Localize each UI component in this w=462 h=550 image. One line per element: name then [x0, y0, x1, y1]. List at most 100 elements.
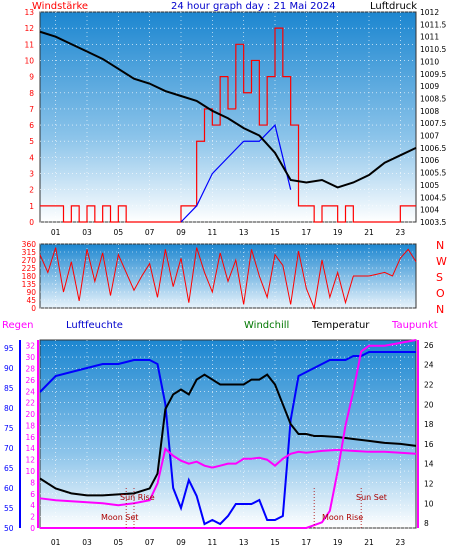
temperature-axis-tick: 10 [424, 499, 434, 508]
pressure-axis-tick: 1011 [420, 33, 439, 42]
wind-axis-tick: 2 [29, 186, 34, 195]
direction-axis-tick: 135 [22, 280, 37, 289]
regen-axis-tick: 10 [25, 467, 35, 476]
compass-o: O [436, 287, 445, 300]
humidity-axis-tick: 65 [4, 464, 14, 473]
x-axis-tick: 07 [145, 228, 155, 237]
compass-w: W [436, 255, 447, 268]
pressure-axis-tick: 1004.5 [420, 193, 446, 202]
taupunkt-title: Taupunkt [392, 320, 438, 331]
x-axis-tick: 03 [82, 228, 92, 237]
temperature-axis-tick: 20 [424, 400, 434, 409]
temperature-axis-tick: 16 [424, 440, 434, 449]
x-axis-tick: 19 [333, 228, 343, 237]
temperature-axis-tick: 24 [424, 361, 434, 370]
x-axis-tick: 23 [396, 228, 406, 237]
regen-axis-tick: 8 [30, 478, 35, 487]
direction-axis-tick: 225 [22, 264, 37, 273]
humidity-axis-tick: 80 [4, 404, 14, 413]
wind-axis-tick: 12 [24, 24, 34, 33]
x-axis-tick: 09 [176, 538, 186, 547]
temperatur-title: Temperatur [312, 320, 370, 331]
pressure-axis-tick: 1006.5 [420, 144, 446, 153]
humidity-axis-tick: 70 [4, 444, 14, 453]
pressure-axis-tick: 1005.5 [420, 169, 446, 178]
x-axis-tick: 19 [333, 538, 343, 547]
rain-series [40, 339, 417, 529]
pressure-axis-tick: 1006 [420, 156, 439, 165]
regen-axis-tick: 4 [30, 501, 35, 510]
regen-axis-tick: 14 [25, 444, 35, 453]
direction-axis-tick: 360 [22, 240, 37, 249]
wind-axis-tick: 4 [29, 153, 34, 162]
direction-axis-tick: 270 [22, 256, 37, 265]
pressure-axis-tick: 1012 [420, 8, 439, 17]
wind-axis-tick: 13 [24, 8, 34, 17]
regen-axis-tick: 12 [25, 456, 35, 465]
x-axis-tick: 01 [51, 538, 61, 547]
humidity-series [39, 351, 416, 526]
x-axis-tick: 15 [270, 228, 280, 237]
windchill-title: Windchill [244, 320, 290, 331]
wind-axis-tick: 6 [29, 121, 34, 130]
x-axis-tick: 11 [208, 538, 218, 547]
wind-axis-tick: 9 [29, 73, 34, 82]
moon-set-label: Moon Set [101, 513, 139, 522]
temperature-axis-tick: 22 [424, 381, 434, 390]
x-axis-tick: 15 [270, 538, 280, 547]
wind-axis-tick: 1 [29, 202, 34, 211]
regen-axis-tick: 28 [25, 364, 35, 373]
wind-axis-tick: 7 [29, 105, 34, 114]
wind-gust-series [180, 123, 292, 223]
temperature-axis-tick: 26 [424, 341, 434, 350]
direction-axis-tick: 180 [22, 272, 37, 281]
regen-axis-tick: 26 [25, 376, 35, 385]
moon-rise-label: Moon Rise [322, 513, 364, 522]
x-axis-tick: 21 [364, 538, 374, 547]
regen-axis-tick: 2 [30, 513, 35, 522]
temperature-axis-tick: 8 [424, 519, 429, 528]
wind-axis-tick: 5 [29, 137, 34, 146]
compass-n-bottom: N [436, 303, 445, 316]
direction-axis-tick: 315 [22, 248, 37, 257]
x-axis-tick: 21 [364, 228, 374, 237]
humidity-axis-tick: 85 [4, 384, 14, 393]
regen-axis-tick: 30 [25, 353, 35, 362]
pressure-axis-tick: 1010.5 [420, 45, 446, 54]
regen-axis-tick: 24 [25, 387, 35, 396]
pressure-title: Luftdruck [370, 1, 418, 12]
wind-axis-tick: 8 [29, 89, 34, 98]
pressure-axis-tick: 1003.5 [420, 218, 446, 227]
wind-axis-tick: 0 [29, 218, 34, 227]
wind-pressure-plot-area [39, 11, 417, 223]
x-axis-tick: 07 [145, 538, 155, 547]
x-axis-tick: 05 [114, 538, 124, 547]
humidity-axis-tick: 95 [4, 344, 14, 353]
humidity-axis-tick: 90 [4, 364, 14, 373]
regen-axis-tick: 18 [25, 421, 35, 430]
pressure-axis-tick: 1009.5 [420, 70, 446, 79]
pressure-axis-tick: 1004 [420, 206, 439, 215]
dewpoint-series [39, 446, 417, 507]
x-axis-tick: 03 [82, 538, 92, 547]
pressure-axis-tick: 1005 [420, 181, 439, 190]
pressure-axis-tick: 1007 [420, 132, 439, 141]
temperature-series [39, 373, 417, 497]
wind-strength-series [40, 27, 416, 223]
direction-axis-tick: 90 [26, 288, 36, 297]
x-axis-tick: 09 [176, 228, 186, 237]
direction-axis-tick: 0 [31, 304, 36, 313]
pressure-axis-tick: 1011.5 [420, 20, 446, 29]
direction-axis-tick: 45 [26, 296, 36, 305]
x-axis-tick: 17 [302, 538, 312, 547]
x-axis-tick: 17 [302, 228, 312, 237]
x-axis-tick: 01 [51, 228, 61, 237]
wind-strength-title: Windstärke [32, 1, 89, 12]
wind-axis-tick: 3 [29, 170, 34, 179]
pressure-axis-tick: 1009 [420, 82, 439, 91]
luftfeuchte-title: Luftfeuchte [66, 320, 123, 331]
sun-rise-label: Sun Rise [120, 493, 155, 502]
regen-axis-tick: 6 [30, 490, 35, 499]
pressure-axis-tick: 1007.5 [420, 119, 446, 128]
